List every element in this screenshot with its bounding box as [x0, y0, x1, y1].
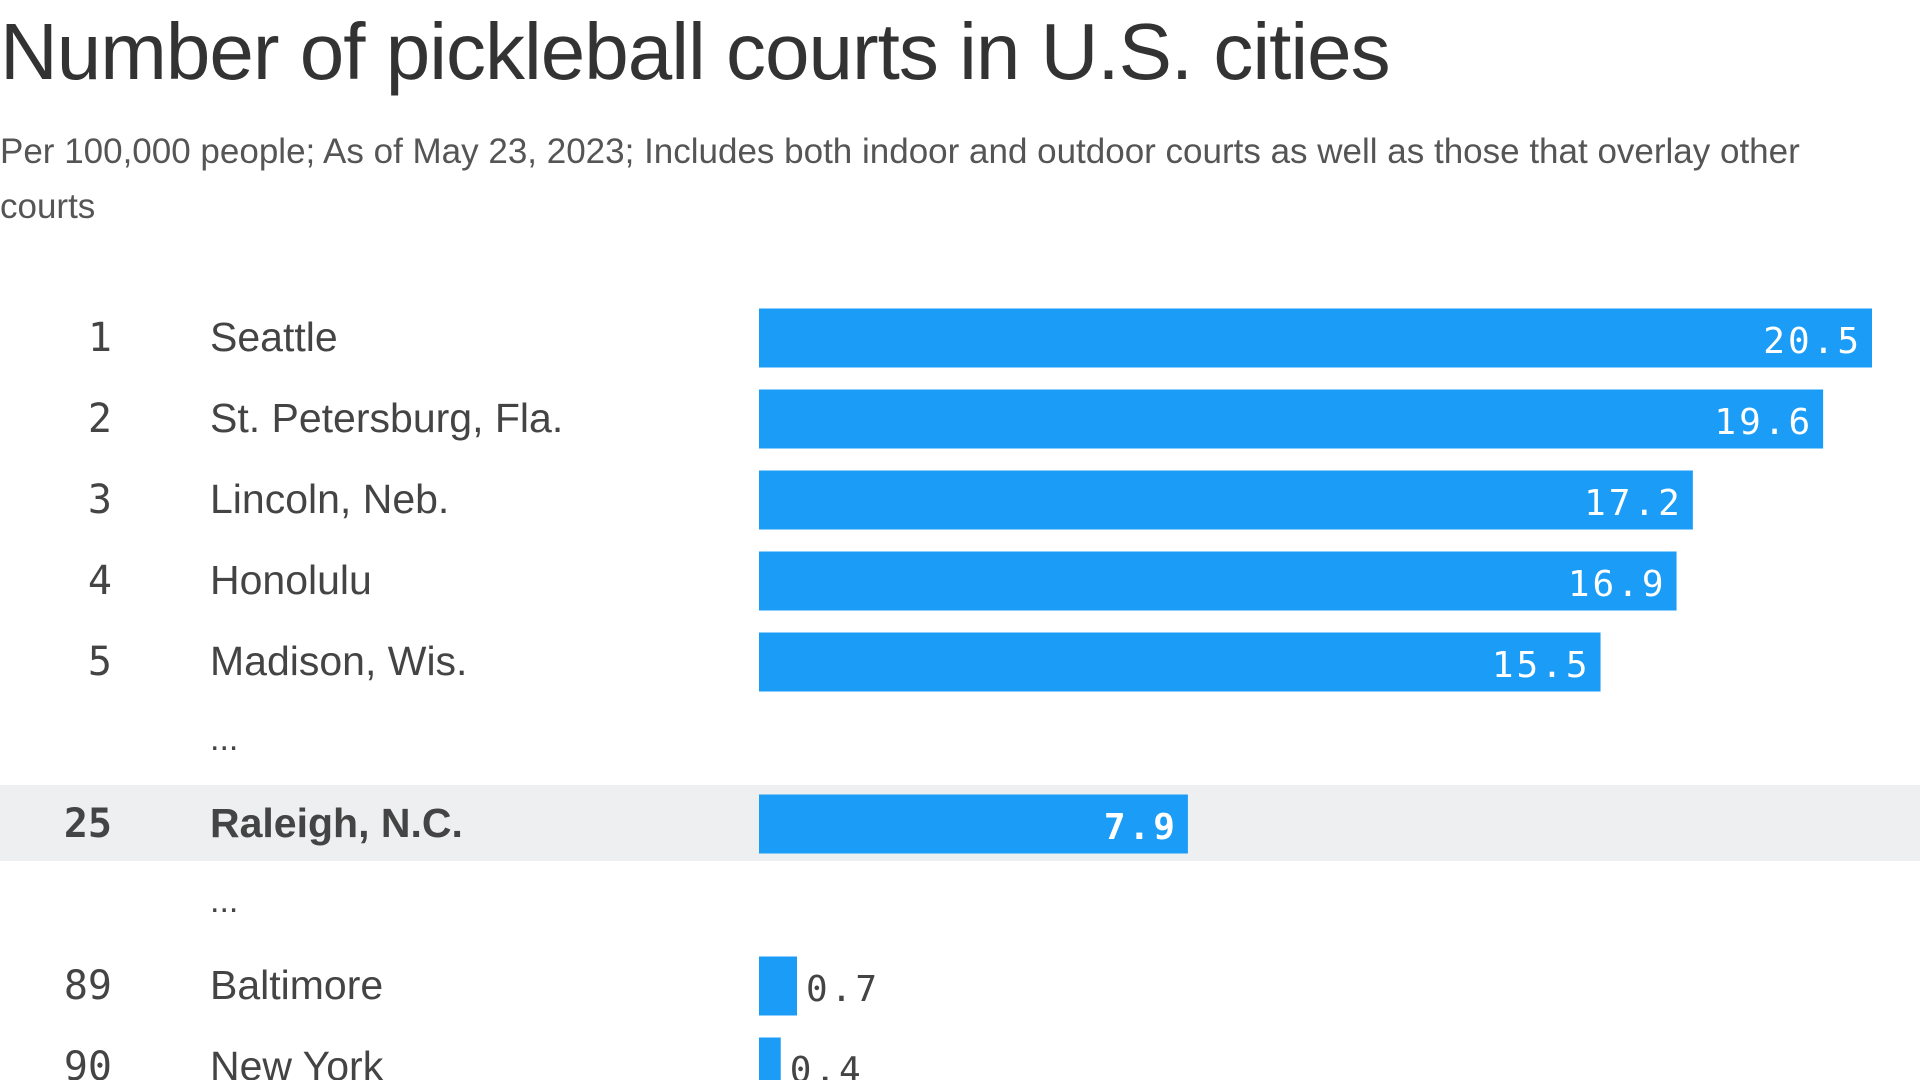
value-label: 20.5: [1763, 321, 1862, 362]
city-label: Madison, Wis.: [210, 638, 467, 684]
city-label: St. Petersburg, Fla.: [210, 395, 563, 441]
rank-label: 90: [64, 1044, 112, 1080]
rank-label: 5: [88, 639, 112, 685]
value-label: 0.7: [806, 969, 880, 1010]
value-label: 17.2: [1584, 483, 1683, 524]
city-label: Honolulu: [210, 557, 372, 603]
chart-subtitle: Per 100,000 people; As of May 23, 2023; …: [0, 132, 1800, 226]
ellipsis-gap: ...: [210, 720, 238, 758]
value-label: 0.4: [790, 1050, 864, 1080]
bar: [759, 1037, 781, 1080]
city-label: Lincoln, Neb.: [210, 476, 449, 522]
rank-label: 89: [64, 963, 112, 1009]
bar: [759, 794, 1188, 854]
chart-title: Number of pickleball courts in U.S. citi…: [0, 7, 1391, 96]
bar: [759, 551, 1677, 611]
value-label: 19.6: [1714, 402, 1813, 443]
bar: [759, 389, 1824, 449]
bar: [759, 470, 1693, 530]
bar: [759, 632, 1601, 692]
bar: [759, 956, 798, 1016]
city-label: Baltimore: [210, 962, 383, 1008]
rank-label: 4: [88, 558, 112, 604]
value-label: 16.9: [1568, 564, 1667, 605]
bar: [759, 308, 1872, 368]
value-label: 7.9: [1104, 807, 1178, 848]
rank-label: 25: [64, 801, 112, 847]
city-label: New York: [210, 1043, 384, 1080]
ellipsis-gap: ...: [210, 882, 238, 920]
city-label: Raleigh, N.C.: [210, 800, 463, 846]
rank-label: 3: [88, 477, 112, 523]
value-label: 15.5: [1492, 645, 1591, 686]
rank-label: 1: [88, 315, 112, 361]
rank-label: 2: [88, 396, 112, 442]
city-label: Seattle: [210, 314, 338, 360]
